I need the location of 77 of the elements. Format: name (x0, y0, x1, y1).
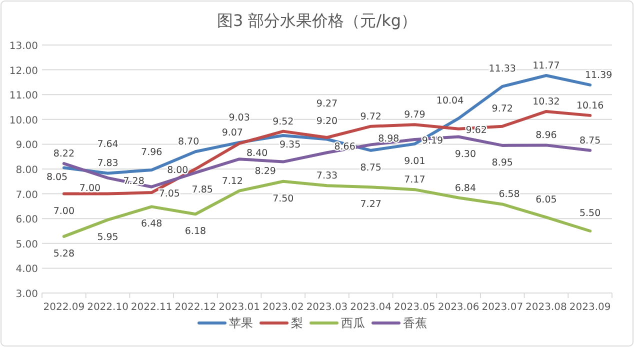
data-label: 8.40 (246, 148, 268, 160)
data-label: 9.72 (360, 111, 382, 122)
data-label: 9.07 (222, 127, 243, 138)
data-label: 11.33 (488, 63, 516, 74)
data-label: 6.18 (184, 226, 206, 238)
y-tick-label: 13.00 (9, 41, 38, 52)
data-label: 8.75 (360, 162, 382, 174)
y-tick-label: 8.00 (16, 165, 38, 176)
y-tick-label: 12.00 (9, 66, 38, 77)
x-tick-label: 2022.11 (130, 302, 172, 313)
data-label: 9.30 (454, 148, 476, 160)
data-label: 8.29 (254, 166, 276, 177)
data-label: 11.39 (584, 70, 612, 81)
data-label: 7.96 (141, 147, 162, 158)
data-label: 8.75 (580, 135, 601, 146)
legend-label: 苹果 (229, 316, 253, 330)
data-label: 8.96 (536, 130, 557, 142)
data-label: 8.70 (178, 136, 200, 148)
data-label: 9.52 (272, 116, 294, 128)
data-label: 7.00 (53, 206, 74, 217)
data-label: 6.48 (141, 218, 162, 230)
data-label: 5.28 (53, 248, 74, 260)
data-label: 11.77 (532, 60, 560, 72)
y-tick-label: 7.00 (16, 190, 38, 201)
data-label: 9.01 (404, 156, 426, 167)
data-label: 7.50 (272, 193, 294, 204)
data-label: 7.17 (404, 174, 426, 186)
data-label: 7.05 (158, 188, 180, 200)
data-label: 8.95 (492, 157, 513, 168)
x-tick-label: 2022.09 (43, 302, 85, 313)
data-label: 7.33 (316, 170, 338, 182)
data-label: 10.04 (436, 95, 464, 106)
y-tick-label: 6.00 (16, 214, 38, 226)
data-label: 7.64 (97, 138, 118, 150)
x-tick-label: 2023.06 (438, 302, 480, 313)
y-tick-label: 9.00 (16, 140, 38, 152)
data-label: 6.05 (536, 194, 557, 206)
data-label: 7.00 (79, 182, 101, 194)
x-tick-label: 2023.02 (262, 302, 304, 313)
x-tick-label: 2022.10 (87, 302, 128, 313)
data-label: 7.12 (222, 176, 243, 187)
x-tick-label: 2023.08 (526, 302, 567, 313)
y-tick-label: 10.00 (9, 115, 38, 126)
x-tick-label: 2023.05 (394, 302, 436, 313)
data-label: 7.85 (192, 184, 213, 196)
data-label: 9.03 (228, 112, 250, 124)
data-label: 9.72 (492, 103, 513, 114)
data-label: 6.58 (498, 189, 520, 200)
data-label: 8.22 (53, 148, 74, 160)
data-label: 9.79 (404, 110, 426, 121)
data-label: 5.50 (580, 208, 601, 219)
legend-label: 香蕉 (403, 316, 427, 330)
x-tick-label: 2023.03 (306, 302, 348, 313)
y-tick-label: 3.00 (16, 289, 38, 300)
data-label: 5.95 (97, 232, 118, 243)
x-tick-label: 2023.01 (218, 302, 260, 313)
legend-label: 西瓜 (341, 316, 365, 330)
data-label: 10.16 (576, 100, 604, 112)
data-label: 8.66 (334, 142, 356, 153)
data-label: 6.84 (454, 182, 476, 194)
x-tick-label: 2023.07 (482, 302, 524, 313)
data-label: 9.35 (279, 140, 301, 151)
data-label: 7.83 (97, 158, 118, 170)
y-tick-label: 5.00 (16, 239, 38, 250)
y-tick-label: 11.00 (9, 90, 38, 102)
data-label: 8.00 (167, 165, 188, 176)
data-label: 10.32 (532, 96, 560, 108)
data-label: 9.20 (316, 116, 338, 128)
data-label: 7.27 (360, 199, 382, 210)
x-tick-label: 2023.09 (569, 302, 611, 313)
data-label: 8.05 (46, 172, 68, 183)
chart-title: 图3 部分水果价格（元/kg） (216, 11, 418, 30)
x-tick-label: 2023.04 (350, 302, 392, 313)
x-tick-label: 2022.12 (174, 302, 216, 313)
y-tick-label: 4.00 (16, 264, 38, 276)
data-label: 9.27 (316, 98, 338, 110)
legend-label: 梨 (291, 316, 303, 330)
